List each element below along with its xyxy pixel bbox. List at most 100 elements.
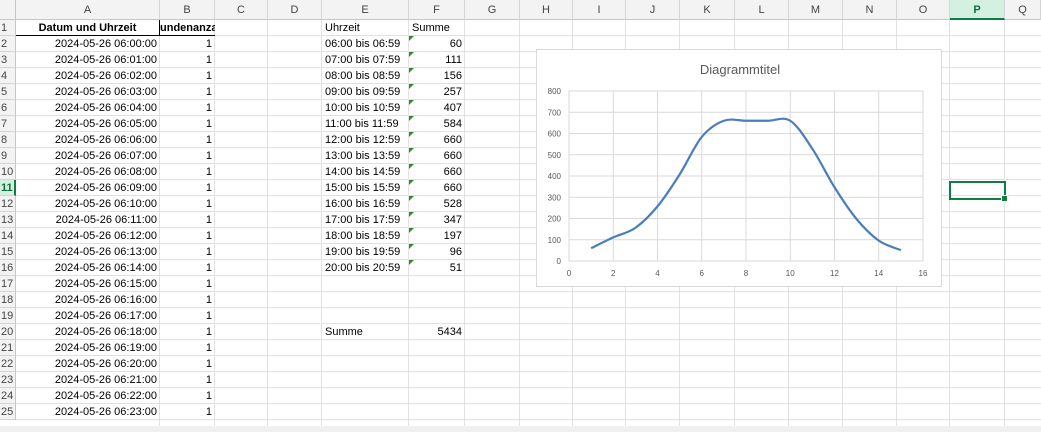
- column-header-E[interactable]: E: [322, 0, 409, 20]
- cell-time-range[interactable]: 17:00 bis 17:59: [325, 214, 401, 226]
- cell-time-range[interactable]: 20:00 bis 20:59: [325, 262, 401, 274]
- row-header-22[interactable]: 22: [0, 356, 16, 372]
- cell-count[interactable]: 1: [205, 86, 212, 98]
- row-header-1[interactable]: 1: [0, 20, 16, 36]
- column-header-A[interactable]: A: [16, 0, 160, 20]
- cell-count[interactable]: 1: [205, 326, 212, 338]
- cell-datetime[interactable]: 2024-05-26 06:06:00: [54, 134, 157, 146]
- cell-count[interactable]: 1: [205, 182, 212, 194]
- cell-sum[interactable]: 347: [409, 212, 465, 228]
- cell-time-range[interactable]: 11:00 bis 11:59: [325, 118, 399, 130]
- cell-time-range[interactable]: 09:00 bis 09:59: [325, 86, 401, 98]
- column-header-H[interactable]: H: [520, 0, 573, 20]
- cell-datetime[interactable]: 2024-05-26 06:00:00: [54, 38, 157, 50]
- cell-time-range[interactable]: 12:00 bis 12:59: [325, 134, 401, 146]
- cell-datetime[interactable]: 2024-05-26 06:14:00: [54, 262, 157, 274]
- cell-count[interactable]: 1: [205, 262, 212, 274]
- cell-datetime[interactable]: 2024-05-26 06:13:00: [54, 246, 157, 258]
- column-header-Q[interactable]: Q: [1005, 0, 1041, 20]
- row-header-24[interactable]: 24: [0, 388, 16, 404]
- cell-datetime[interactable]: 2024-05-26 06:05:00: [54, 118, 157, 130]
- column-header-M[interactable]: M: [789, 0, 843, 20]
- cell-datetime[interactable]: 2024-05-26 06:04:00: [54, 102, 157, 114]
- header-count[interactable]: undenanzahl: [160, 20, 215, 36]
- column-header-P[interactable]: P: [950, 0, 1005, 20]
- cell-count[interactable]: 1: [205, 278, 212, 290]
- cell-datetime[interactable]: 2024-05-26 06:03:00: [54, 86, 157, 98]
- cell-count[interactable]: 1: [205, 166, 212, 178]
- header-uhrzeit[interactable]: Uhrzeit: [325, 22, 360, 34]
- column-header-I[interactable]: I: [573, 0, 626, 20]
- row-header-15[interactable]: 15: [0, 244, 16, 260]
- column-header-B[interactable]: B: [160, 0, 215, 20]
- row-header-4[interactable]: 4: [0, 68, 16, 84]
- cell-time-range[interactable]: 14:00 bis 14:59: [325, 166, 401, 178]
- cell-datetime[interactable]: 2024-05-26 06:11:00: [55, 214, 157, 226]
- cell-sum[interactable]: 156: [409, 68, 465, 84]
- row-header-2[interactable]: 2: [0, 36, 16, 52]
- cell-count[interactable]: 1: [205, 150, 212, 162]
- cell-datetime[interactable]: 2024-05-26 06:16:00: [54, 294, 157, 306]
- cell-count[interactable]: 1: [205, 102, 212, 114]
- cell-count[interactable]: 1: [205, 70, 212, 82]
- cell-datetime[interactable]: 2024-05-26 06:17:00: [54, 310, 157, 322]
- cell-count[interactable]: 1: [205, 390, 212, 402]
- cell-datetime[interactable]: 2024-05-26 06:18:00: [54, 326, 157, 338]
- row-header-7[interactable]: 7: [0, 116, 16, 132]
- cell-sum[interactable]: 660: [409, 132, 465, 148]
- column-header-J[interactable]: J: [626, 0, 680, 20]
- cell-datetime[interactable]: 2024-05-26 06:22:00: [54, 390, 157, 402]
- cell-time-range[interactable]: 19:00 bis 19:59: [325, 246, 401, 258]
- cell-sum[interactable]: 584: [409, 116, 465, 132]
- column-header-F[interactable]: F: [409, 0, 465, 20]
- cell-datetime[interactable]: 2024-05-26 06:01:00: [54, 54, 157, 66]
- cell-datetime[interactable]: 2024-05-26 06:08:00: [54, 166, 157, 178]
- active-cell-selection[interactable]: [949, 181, 1008, 202]
- cell-datetime[interactable]: 2024-05-26 06:09:00: [54, 182, 157, 194]
- cell-count[interactable]: 1: [205, 214, 212, 226]
- cell-time-range[interactable]: 18:00 bis 18:59: [325, 230, 401, 242]
- total-label[interactable]: Summe: [325, 326, 363, 338]
- row-header-19[interactable]: 19: [0, 308, 16, 324]
- cell-sum[interactable]: 257: [409, 84, 465, 100]
- row-header-25[interactable]: 25: [0, 404, 16, 420]
- row-header-12[interactable]: 12: [0, 196, 16, 212]
- cell-datetime[interactable]: 2024-05-26 06:10:00: [54, 198, 157, 210]
- cell-sum[interactable]: 60: [409, 36, 465, 52]
- row-header-3[interactable]: 3: [0, 52, 16, 68]
- cell-sum[interactable]: 96: [409, 244, 465, 260]
- cell-count[interactable]: 1: [205, 38, 212, 50]
- cell-count[interactable]: 1: [205, 54, 212, 66]
- header-summe[interactable]: Summe: [412, 22, 450, 34]
- cell-datetime[interactable]: 2024-05-26 06:19:00: [54, 342, 157, 354]
- row-header-14[interactable]: 14: [0, 228, 16, 244]
- cell-sum[interactable]: 660: [409, 180, 465, 196]
- cell-datetime[interactable]: 2024-05-26 06:12:00: [54, 230, 157, 242]
- cell-count[interactable]: 1: [205, 342, 212, 354]
- cell-count[interactable]: 1: [205, 118, 212, 130]
- cell-time-range[interactable]: 07:00 bis 07:59: [325, 54, 401, 66]
- column-header-O[interactable]: O: [897, 0, 950, 20]
- cell-datetime[interactable]: 2024-05-26 06:02:00: [54, 70, 157, 82]
- column-header-D[interactable]: D: [268, 0, 322, 20]
- cell-datetime[interactable]: 2024-05-26 06:23:00: [54, 406, 157, 418]
- cell-count[interactable]: 1: [205, 406, 212, 418]
- cell-datetime[interactable]: 2024-05-26 06:20:00: [54, 358, 157, 370]
- cell-count[interactable]: 1: [205, 134, 212, 146]
- cell-time-range[interactable]: 08:00 bis 08:59: [325, 70, 401, 82]
- cell-count[interactable]: 1: [205, 230, 212, 242]
- column-header-C[interactable]: C: [215, 0, 268, 20]
- row-header-9[interactable]: 9: [0, 148, 16, 164]
- cell-count[interactable]: 1: [205, 374, 212, 386]
- column-header-L[interactable]: L: [735, 0, 789, 20]
- row-header-17[interactable]: 17: [0, 276, 16, 292]
- row-header-21[interactable]: 21: [0, 340, 16, 356]
- row-header-18[interactable]: 18: [0, 292, 16, 308]
- select-all-corner[interactable]: [0, 0, 16, 20]
- cell-count[interactable]: 1: [205, 310, 212, 322]
- cell-sum[interactable]: 528: [409, 196, 465, 212]
- total-value[interactable]: 5434: [437, 326, 462, 338]
- column-header-K[interactable]: K: [680, 0, 735, 20]
- row-header-11[interactable]: 11: [0, 180, 16, 196]
- row-header-13[interactable]: 13: [0, 212, 16, 228]
